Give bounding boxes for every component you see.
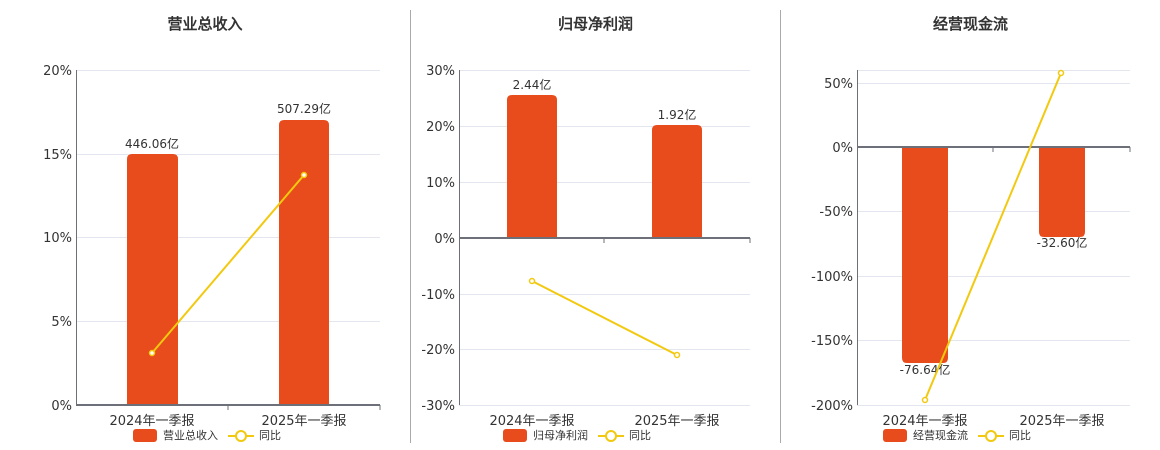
x-category-label: 2025年一季报 (261, 414, 346, 429)
y-tick-label: -30% (421, 399, 455, 414)
legend-bar-label[interactable]: 归母净利润 (533, 429, 588, 442)
gridlines (76, 70, 380, 322)
bar-2024q1[interactable] (507, 95, 557, 238)
y-tick-label: 0% (832, 141, 853, 156)
y-tick-label: 0% (434, 232, 455, 247)
x-category-label: 2024年一季报 (882, 414, 967, 429)
bar-value-label: -76.64亿 (900, 362, 951, 377)
y-tick-label: -150% (811, 334, 853, 349)
chart-panel-net-profit: 归母净利润 30% 20% 10% 0% -10% -20% -30% 2.44… (411, 0, 780, 450)
y-tick-label: 0% (51, 399, 72, 414)
chart-title: 归母净利润 (557, 15, 633, 33)
yoy-point[interactable] (148, 349, 156, 357)
legend-bar-label[interactable]: 经营现金流 (913, 429, 968, 442)
y-tick-label: -20% (421, 343, 455, 358)
chart-panel-operating-cashflow: 经营现金流 50% 0% -50% -100% -150% -200% -76.… (781, 0, 1160, 450)
x-category-label: 2025年一季报 (634, 414, 719, 429)
bar-value-label: 1.92亿 (658, 107, 697, 122)
panel-divider (780, 10, 781, 443)
chart-legend: 营业总收入 同比 (133, 427, 281, 443)
bar-legend-swatch-icon[interactable] (883, 428, 907, 442)
yoy-line (151, 174, 305, 354)
y-tick-label: -200% (811, 399, 853, 414)
y-tick-label: -50% (819, 205, 853, 220)
y-tick-label: 30% (426, 64, 455, 79)
chart-plot: 30% 20% 10% 0% -10% -20% -30% 2.44亿 1.92… (421, 64, 751, 429)
y-tick-label: 10% (43, 231, 72, 246)
chart-title: 经营现金流 (932, 15, 1008, 33)
yoy-point[interactable] (528, 277, 536, 285)
y-tick-label: 20% (43, 64, 72, 79)
legend-line-label[interactable]: 同比 (629, 429, 651, 442)
y-tick-label: 20% (426, 120, 455, 135)
line-legend-circle-icon[interactable] (598, 429, 624, 442)
bar-2025q1[interactable] (652, 125, 702, 238)
x-category-label: 2024年一季报 (109, 414, 194, 429)
bar-value-label: 446.06亿 (125, 136, 179, 151)
yoy-point[interactable] (673, 351, 681, 359)
legend-line-label[interactable]: 同比 (259, 429, 281, 442)
bar-value-label: 2.44亿 (513, 77, 552, 92)
panel-divider (410, 10, 411, 443)
chart-legend: 经营现金流 同比 (883, 427, 1031, 443)
chart-plot: 20% 15% 10% 5% 0% 446.06亿 507.29亿 2024年一… (43, 64, 381, 429)
line-legend-circle-icon[interactable] (228, 429, 254, 442)
y-tick-label: -10% (421, 288, 455, 303)
y-tick-label: 5% (51, 315, 72, 330)
legend-bar-label[interactable]: 营业总收入 (163, 429, 218, 442)
x-category-label: 2024年一季报 (489, 414, 574, 429)
bar-2024q1[interactable] (902, 147, 948, 363)
bar-2025q1[interactable] (1039, 147, 1085, 237)
y-tick-label: 50% (824, 77, 853, 92)
bar-2024q1[interactable] (127, 154, 178, 405)
gridlines (857, 70, 1130, 406)
bar-legend-swatch-icon[interactable] (503, 428, 527, 442)
yoy-point[interactable] (300, 171, 308, 179)
yoy-point[interactable] (921, 396, 929, 404)
chart-plot: 50% 0% -50% -100% -150% -200% -76.64亿 -3… (811, 69, 1131, 429)
legend-line-label[interactable]: 同比 (1009, 429, 1031, 442)
y-tick-label: -100% (811, 270, 853, 285)
x-category-label: 2025年一季报 (1019, 414, 1104, 429)
bar-value-label: 507.29亿 (277, 101, 331, 116)
bar-value-label: -32.60亿 (1037, 235, 1088, 250)
yoy-line (531, 280, 678, 356)
yoy-line (924, 72, 1062, 401)
bar-2025q1[interactable] (279, 120, 329, 405)
y-tick-label: 15% (43, 148, 72, 163)
chart-title: 营业总收入 (167, 15, 243, 33)
yoy-point[interactable] (1057, 69, 1065, 77)
chart-legend: 归母净利润 同比 (503, 427, 651, 443)
line-legend-circle-icon[interactable] (978, 429, 1004, 442)
bar-legend-swatch-icon[interactable] (133, 428, 157, 442)
chart-panel-revenue: 营业总收入 20% 15% 10% 5% 0% 446.06亿 507.29亿 … (0, 0, 410, 450)
y-tick-label: 10% (426, 176, 455, 191)
